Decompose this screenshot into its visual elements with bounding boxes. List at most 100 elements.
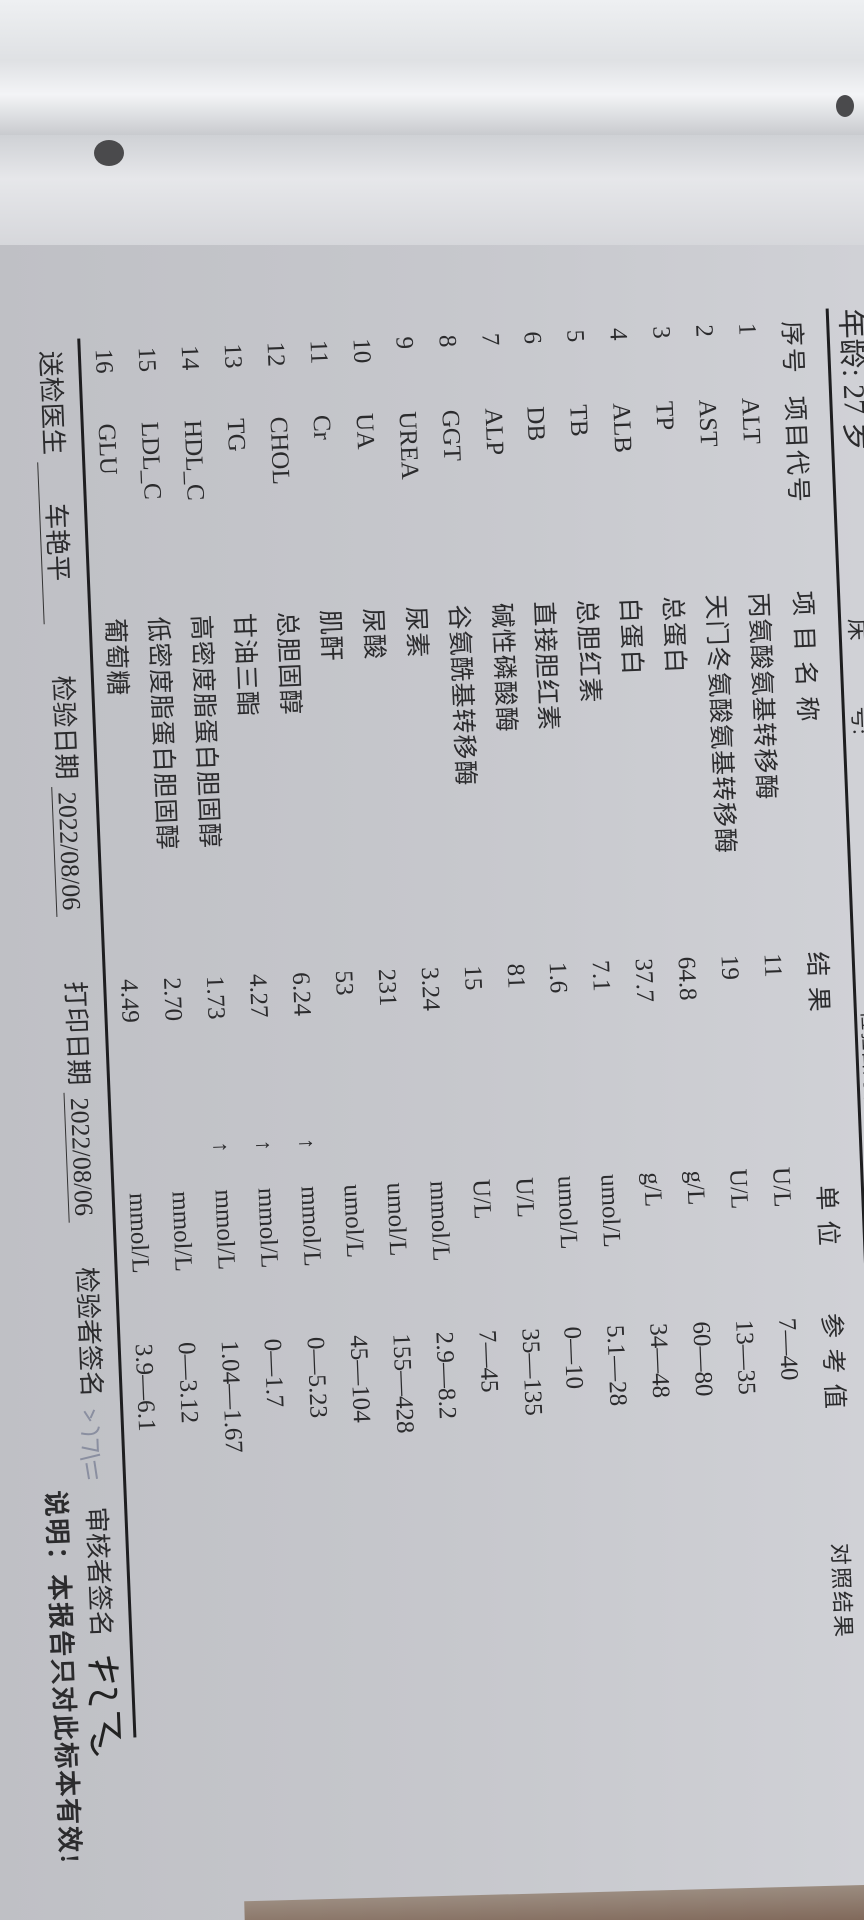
row-unit: umol/L	[338, 1183, 369, 1259]
age-label: 年龄:	[833, 307, 864, 378]
row-unit: mmol/L	[166, 1190, 198, 1273]
row-reference: 0—10	[558, 1326, 589, 1390]
age-field: 年龄: 27 岁	[833, 307, 864, 453]
reviewer-signature-label: 审核者签名	[81, 1506, 116, 1638]
row-code: TG	[221, 417, 251, 453]
row-index: 14	[175, 344, 204, 371]
row-reference: 0—3.12	[173, 1341, 204, 1424]
row-name: 总蛋白	[658, 595, 689, 675]
row-unit: mmol/L	[424, 1180, 455, 1262]
row-reference: 60—80	[687, 1320, 718, 1397]
row-code: Cr	[307, 414, 336, 441]
tester-signature-label: 检验者签名	[71, 1266, 106, 1398]
row-name: 甘油三酯	[229, 612, 261, 718]
row-code: GLU	[93, 423, 123, 476]
row-name: 丙氨酸氨基转移酶	[743, 592, 780, 801]
row-unit: g/L	[638, 1171, 667, 1208]
row-unit: mmol/L	[252, 1187, 283, 1269]
row-unit: mmol/L	[209, 1188, 241, 1271]
row-index: 9	[390, 336, 418, 350]
row-index: 3	[647, 325, 675, 340]
age-unit: 岁	[838, 421, 864, 453]
row-code: ALT	[736, 397, 766, 445]
row-result: 4.49	[115, 978, 145, 1024]
row-index: 1	[733, 322, 761, 336]
age-value: 27	[836, 383, 864, 416]
report-note: 说明：本报告只对此标本有效!	[40, 1489, 85, 1866]
test-date-label: 检验日期	[47, 674, 81, 781]
row-index: 7	[475, 332, 504, 347]
doctor-field: 送检医生 车艳平	[33, 350, 75, 624]
row-flag-icon: ↑	[208, 1141, 235, 1154]
row-index: 5	[561, 329, 590, 343]
row-index: 8	[433, 334, 461, 348]
row-reference: 0—1.7	[258, 1338, 289, 1408]
row-code: LDL_C	[136, 421, 167, 501]
row-unit: umol/L	[595, 1173, 626, 1249]
print-date-label: 打印日期	[60, 980, 94, 1086]
row-unit: U/L	[467, 1178, 496, 1220]
row-code: ALB	[607, 402, 637, 454]
col-control: 对照结果	[827, 1542, 857, 1640]
row-result: 64.8	[672, 956, 702, 1001]
row-index: 13	[218, 342, 247, 369]
row-name: 天门冬氨酸氨基转移酶	[701, 593, 739, 855]
reviewer-signature	[88, 1656, 121, 1757]
print-date: 2022/08/06	[63, 1091, 99, 1223]
row-result: 15	[458, 964, 487, 991]
col-index: 序号	[777, 320, 807, 376]
row-code: UREA	[393, 410, 423, 481]
row-index: 11	[304, 339, 333, 365]
row-unit: U/L	[767, 1166, 796, 1208]
row-code: ALP	[478, 407, 508, 456]
doctor-name: 车艳平	[37, 460, 75, 624]
row-result: 37.7	[629, 957, 659, 1003]
row-result: 1.6	[544, 961, 573, 994]
row-name: 葡萄糖	[101, 617, 132, 697]
row-reference: 13—35	[730, 1319, 761, 1396]
row-unit: umol/L	[381, 1182, 412, 1257]
row-name: 直接胆红素	[529, 600, 562, 732]
row-code: CHOL	[264, 416, 295, 486]
row-name: 白蛋白	[615, 597, 646, 677]
row-name: 总胆固醇	[272, 610, 304, 716]
row-result: 11	[758, 952, 787, 978]
row-result: 4.27	[244, 973, 273, 1019]
row-code: TB	[564, 404, 593, 438]
row-index: 4	[604, 327, 633, 341]
row-result: 231	[372, 968, 402, 1007]
row-reference: 1.04—1.67	[215, 1339, 248, 1454]
doctor-label: 送检医生	[34, 350, 68, 456]
tester-signature	[79, 1409, 101, 1480]
row-code: HDL_C	[178, 419, 210, 502]
row-unit: U/L	[509, 1176, 539, 1219]
test-date-field: 检验日期 2022/08/06	[47, 675, 87, 917]
row-name: 低密度脂蛋白胆固醇	[143, 616, 181, 852]
row-reference: 45—104	[344, 1334, 375, 1424]
row-result: 19	[715, 954, 744, 981]
row-index: 10	[347, 337, 376, 364]
row-reference: 7—40	[773, 1317, 803, 1381]
row-code: DB	[521, 405, 551, 442]
row-reference: 34—48	[644, 1322, 675, 1399]
print-date-field: 打印日期 2022/08/06	[59, 981, 99, 1223]
row-flag-icon: ↑	[251, 1139, 278, 1152]
col-code: 项目代号	[780, 395, 812, 505]
row-code: AST	[693, 398, 723, 448]
col-reference: 参 考 值	[816, 1312, 848, 1412]
row-flag-icon: ↑	[294, 1137, 321, 1150]
row-name: 碱性磷酸酶	[486, 602, 520, 734]
row-result: 81	[501, 963, 530, 990]
row-reference: 155—428	[387, 1332, 419, 1434]
row-reference: 0—5.23	[301, 1336, 332, 1419]
row-name: 尿酸	[358, 607, 388, 661]
row-index: 6	[518, 330, 547, 345]
row-result: 1.73	[201, 975, 230, 1020]
row-unit: g/L	[681, 1170, 710, 1206]
row-reference: 7—45	[473, 1329, 503, 1394]
row-unit: umol/L	[552, 1175, 583, 1250]
row-code: GGT	[436, 409, 466, 462]
row-reference: 5.1—28	[601, 1324, 632, 1407]
